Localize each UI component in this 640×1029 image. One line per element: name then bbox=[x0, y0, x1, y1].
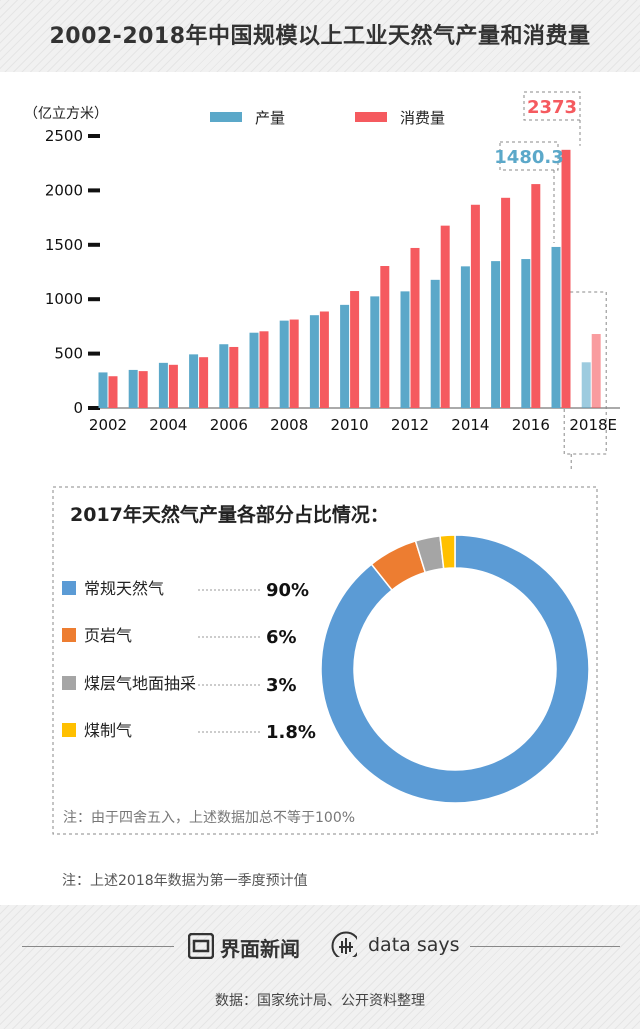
footer-band bbox=[0, 905, 640, 1029]
x-tick-label: 2008 bbox=[270, 416, 308, 434]
y-tick-mark bbox=[88, 242, 100, 247]
x-tick-label: 2006 bbox=[210, 416, 248, 434]
y-tick-mark bbox=[88, 188, 100, 193]
bar-consumption bbox=[440, 225, 450, 408]
x-tick-label: 2018E bbox=[569, 416, 617, 434]
bar-chart: （亿立方米） 0 500 1000 1500 2000 2500 产量 消费量 2002 2004 2… bbox=[24, 91, 620, 470]
bar-production bbox=[249, 332, 259, 408]
donut-slice bbox=[439, 534, 456, 570]
y-tick-label: 2500 bbox=[45, 127, 83, 145]
brand-row: 界面新闻 data says bbox=[0, 925, 640, 969]
y-tick-label: 0 bbox=[73, 399, 83, 417]
bar-consumption bbox=[199, 357, 209, 408]
annotation-label: 1480.3 bbox=[494, 147, 563, 168]
bar-consumption bbox=[229, 346, 239, 408]
legend-swatch bbox=[355, 112, 387, 122]
title-band bbox=[0, 0, 640, 72]
legend-swatch bbox=[210, 112, 242, 122]
bar-consumption bbox=[561, 149, 571, 408]
bar-production bbox=[430, 279, 440, 408]
y-tick-mark bbox=[88, 297, 100, 302]
bar-production bbox=[340, 304, 350, 408]
donut-slice bbox=[320, 534, 590, 804]
x-tick-label: 2012 bbox=[391, 416, 429, 434]
bar-consumption bbox=[168, 364, 178, 408]
slice-label: 页岩气 bbox=[84, 626, 132, 645]
brand-data-says: data says bbox=[368, 934, 460, 956]
slice-value: 1.8% bbox=[266, 722, 316, 743]
bar-production bbox=[460, 266, 470, 408]
bar-production bbox=[491, 261, 501, 408]
y-tick-label: 500 bbox=[54, 345, 83, 363]
y-tick-mark bbox=[88, 134, 100, 138]
bar-production bbox=[370, 296, 380, 408]
brand-divider-right bbox=[470, 946, 620, 947]
donut-panel: 2017年天然气产量各部分占比情况： 常规天然气 90% 页岩气 6% 煤层气地面抽采 3… bbox=[52, 486, 598, 835]
bar-consumption bbox=[591, 334, 601, 408]
annotation-box bbox=[523, 91, 581, 121]
y-tick-label: 2000 bbox=[45, 181, 83, 199]
bar-production bbox=[309, 315, 319, 408]
slice-value: 3% bbox=[266, 675, 297, 696]
x-tick-label: 2004 bbox=[149, 416, 187, 434]
page-title: 2002-2018年中国规模以上工业天然气产量和消费量 bbox=[49, 24, 591, 49]
legend-label: 产量 bbox=[255, 109, 285, 127]
bar-consumption bbox=[108, 376, 118, 408]
x-tick-label: 2016 bbox=[512, 416, 550, 434]
bar-production bbox=[521, 259, 531, 408]
bar-consumption bbox=[531, 184, 541, 408]
brand-jiemian: 界面新闻 bbox=[220, 937, 300, 961]
y-tick-mark bbox=[88, 406, 100, 410]
bar-consumption bbox=[289, 319, 299, 408]
legend-swatch bbox=[62, 628, 76, 642]
annotation-box bbox=[499, 141, 559, 171]
slice-label: 煤层气地面抽采 bbox=[84, 674, 196, 693]
y-axis-label: （亿立方米） bbox=[24, 106, 108, 122]
bar-consumption bbox=[319, 311, 329, 408]
legend-swatch bbox=[62, 581, 76, 595]
bar-consumption bbox=[380, 266, 390, 408]
bar-production bbox=[128, 369, 138, 408]
bar-production bbox=[279, 320, 289, 408]
bar-consumption bbox=[470, 204, 480, 408]
bar-production bbox=[98, 372, 108, 408]
bar-production bbox=[400, 291, 410, 408]
bar-consumption bbox=[259, 331, 269, 408]
donut-title: 2017年天然气产量各部分占比情况： bbox=[70, 503, 389, 526]
bar-consumption bbox=[410, 247, 420, 408]
y-tick-label: 1000 bbox=[45, 290, 83, 308]
slice-label: 常规天然气 bbox=[84, 579, 164, 598]
slice-value: 6% bbox=[266, 627, 297, 648]
bar-consumption bbox=[350, 291, 360, 408]
brand-divider-left bbox=[22, 946, 174, 947]
x-tick-label: 2014 bbox=[451, 416, 489, 434]
slice-value: 90% bbox=[266, 580, 309, 601]
bar-consumption bbox=[501, 197, 511, 408]
bar-production bbox=[189, 354, 199, 408]
bar-note: 注：上述2018年数据为第一季度预计值 bbox=[62, 873, 308, 889]
source-note: 数据：国家统计局、公开资料整理 bbox=[215, 993, 425, 1009]
donut-note: 注：由于四舍五入，上述数据加总不等于100% bbox=[63, 809, 355, 826]
y-tick-label: 1500 bbox=[45, 236, 83, 254]
data-says-logo-icon bbox=[331, 931, 357, 957]
legend-swatch bbox=[62, 723, 76, 737]
annotation-label: 2373 bbox=[527, 97, 577, 118]
slice-label: 煤制气 bbox=[84, 721, 132, 740]
legend-label: 消费量 bbox=[400, 109, 445, 127]
bar-production bbox=[551, 246, 561, 408]
bar-production bbox=[158, 362, 168, 408]
x-tick-label: 2010 bbox=[331, 416, 369, 434]
bar-consumption bbox=[138, 371, 148, 408]
legend-swatch bbox=[62, 676, 76, 690]
y-tick-mark bbox=[88, 351, 100, 356]
x-tick-label: 2002 bbox=[89, 416, 127, 434]
bar-production bbox=[219, 344, 229, 408]
bar-production bbox=[581, 362, 591, 408]
jiemian-logo-icon bbox=[188, 933, 214, 959]
